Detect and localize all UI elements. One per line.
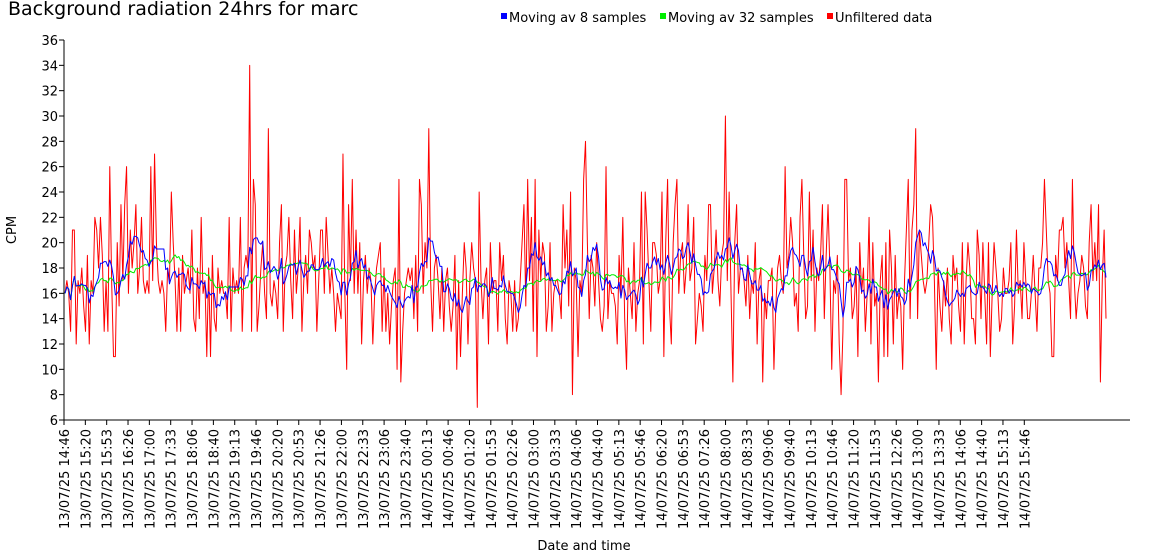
x-tick-label: 14/07/25 01:53 xyxy=(485,429,500,529)
x-tick-label: 13/07/25 20:53 xyxy=(293,429,308,529)
series-line-ma8 xyxy=(64,229,1107,318)
legend-item-label: Unfiltered data xyxy=(835,11,932,26)
y-tick-label: 14 xyxy=(41,313,58,328)
y-tick-label: 10 xyxy=(41,363,58,378)
x-tick-label: 14/07/25 13:33 xyxy=(933,429,948,529)
y-tick-label: 30 xyxy=(41,110,58,125)
y-tick-label: 20 xyxy=(41,237,58,252)
x-tick-label: 14/07/25 08:00 xyxy=(720,429,735,529)
x-tick-label: 13/07/25 15:20 xyxy=(79,429,94,529)
x-tick-label: 14/07/25 05:46 xyxy=(634,429,649,529)
legend: Moving av 8 samples Moving av 32 samples U… xyxy=(501,11,932,26)
y-tick-label: 12 xyxy=(41,338,58,353)
x-tick-label: 14/07/25 12:26 xyxy=(890,429,905,529)
x-tick-label: 14/07/25 00:13 xyxy=(421,429,436,529)
x-tick-label: 14/07/25 14:40 xyxy=(976,429,991,529)
y-axis-label: CPM xyxy=(5,216,20,244)
x-axis-label: Date and time xyxy=(537,539,630,554)
x-tick-label: 13/07/25 21:26 xyxy=(314,429,329,529)
x-tick-label: 14/07/25 11:20 xyxy=(848,429,863,529)
x-tick-label: 14/07/25 04:40 xyxy=(592,429,607,529)
x-tick-label: 14/07/25 05:13 xyxy=(613,429,628,529)
legend-swatch xyxy=(501,13,507,19)
x-tick-label: 14/07/25 14:06 xyxy=(954,429,969,529)
x-tick-label: 13/07/25 23:40 xyxy=(399,429,414,529)
x-tick-label: 13/07/25 18:06 xyxy=(186,429,201,529)
legend-item-label: Moving av 32 samples xyxy=(668,11,814,26)
x-tick-label: 14/07/25 15:13 xyxy=(997,429,1012,529)
y-tick-label: 16 xyxy=(41,287,58,302)
x-tick-label: 14/07/25 09:06 xyxy=(762,429,777,529)
series-line-raw xyxy=(64,64,1107,408)
legend-item-label: Moving av 8 samples xyxy=(509,11,647,26)
y-tick-label: 24 xyxy=(41,186,58,201)
y-tick-label: 18 xyxy=(41,262,58,277)
x-tick-label: 13/07/25 17:33 xyxy=(165,429,180,529)
x-tick-label: 13/07/25 14:46 xyxy=(58,429,73,529)
x-tick-label: 14/07/25 00:46 xyxy=(442,429,457,529)
x-tick-label: 14/07/25 03:33 xyxy=(549,429,564,529)
y-tick-label: 32 xyxy=(41,85,58,100)
x-tick-label: 14/07/25 02:26 xyxy=(506,429,521,529)
x-tick-label: 13/07/25 23:06 xyxy=(378,429,393,529)
x-tick-label: 13/07/25 15:53 xyxy=(101,429,116,529)
x-tick-label: 13/07/25 20:20 xyxy=(271,429,286,529)
x-tick-label: 13/07/25 16:26 xyxy=(122,429,137,529)
x-tick-label: 13/07/25 18:40 xyxy=(207,429,222,529)
x-tick-label: 14/07/25 13:00 xyxy=(912,429,927,529)
y-tick-label: 34 xyxy=(41,59,58,74)
x-tick-label: 13/07/25 22:00 xyxy=(335,429,350,529)
y-tick-label: 28 xyxy=(41,135,58,150)
x-tick-label: 14/07/25 06:20 xyxy=(656,429,671,529)
y-tick-label: 6 xyxy=(50,414,58,429)
y-tick-label: 8 xyxy=(50,389,58,404)
x-tick-label: 14/07/25 01:20 xyxy=(463,429,478,529)
x-tick-label: 14/07/25 03:00 xyxy=(527,429,542,529)
legend-swatch xyxy=(660,13,666,19)
x-tick-label: 14/07/25 06:53 xyxy=(677,429,692,529)
x-tick-label: 13/07/25 19:46 xyxy=(250,429,265,529)
x-tick-label: 13/07/25 22:33 xyxy=(357,429,372,529)
legend-swatch xyxy=(827,13,833,19)
x-tick-label: 13/07/25 19:13 xyxy=(229,429,244,529)
x-tick-label: 14/07/25 08:33 xyxy=(741,429,756,529)
x-tick-label: 14/07/25 11:53 xyxy=(869,429,884,529)
y-tick-label: 36 xyxy=(41,34,58,49)
axes-layer: 6 8 10 12 14 16 18 20 22 24 26 28 30 32 34 36 13/07/25 1… xyxy=(41,34,1130,529)
y-tick-label: 22 xyxy=(41,211,58,226)
series-line-ma32 xyxy=(64,254,1107,301)
x-tick-label: 13/07/25 17:00 xyxy=(143,429,158,529)
y-tick-label: 26 xyxy=(41,161,58,176)
x-tick-label: 14/07/25 07:26 xyxy=(698,429,713,529)
chart-title: Background radiation 24hrs for marc xyxy=(8,0,359,20)
series-layer xyxy=(64,64,1107,408)
x-tick-label: 14/07/25 10:13 xyxy=(805,429,820,529)
x-tick-label: 14/07/25 15:46 xyxy=(1018,429,1033,529)
x-tick-label: 14/07/25 10:46 xyxy=(826,429,841,529)
x-tick-label: 14/07/25 09:40 xyxy=(784,429,799,529)
x-tick-label: 14/07/25 04:06 xyxy=(570,429,585,529)
